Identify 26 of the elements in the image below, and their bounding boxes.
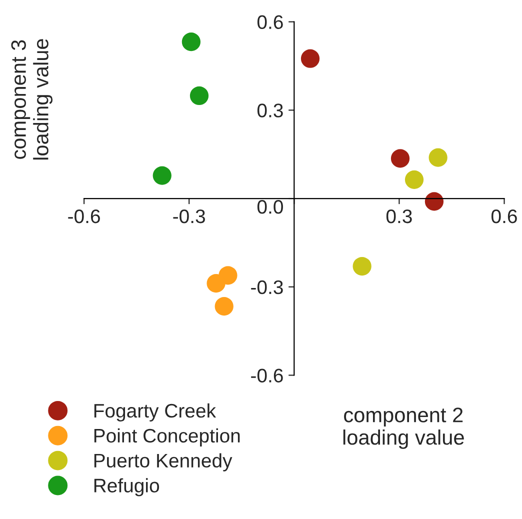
y-tick-label: 0.3 (257, 104, 283, 118)
point (428, 148, 448, 167)
y-tick-label: -0.6 (251, 368, 283, 382)
point (390, 149, 410, 168)
y-tick-label: -0.3 (251, 280, 283, 294)
legend-label: Fogarty Creek (94, 403, 216, 422)
point (214, 297, 234, 316)
x-tick-label: 0.3 (386, 209, 412, 224)
legend-label: Point Conception (94, 428, 240, 446)
y-axis-title: component 3 loading value (11, 39, 53, 160)
x-tick-label: -0.6 (68, 209, 100, 224)
point (190, 86, 209, 106)
x-tick-label: -0.3 (173, 209, 205, 224)
x-axis-title: component 2 loading value (343, 408, 464, 449)
point (182, 32, 201, 52)
legend-label: Refugio (94, 478, 160, 496)
legend-label: Puerto Kennedy (94, 453, 232, 472)
y-tick-label: 0.0 (257, 200, 283, 214)
point (152, 166, 172, 185)
point (206, 274, 226, 293)
x-tick-label: 0.6 (492, 209, 517, 224)
point (352, 256, 372, 276)
point (424, 192, 444, 211)
point (300, 49, 320, 68)
point (404, 170, 424, 189)
y-tick-label: 0.6 (257, 15, 283, 30)
